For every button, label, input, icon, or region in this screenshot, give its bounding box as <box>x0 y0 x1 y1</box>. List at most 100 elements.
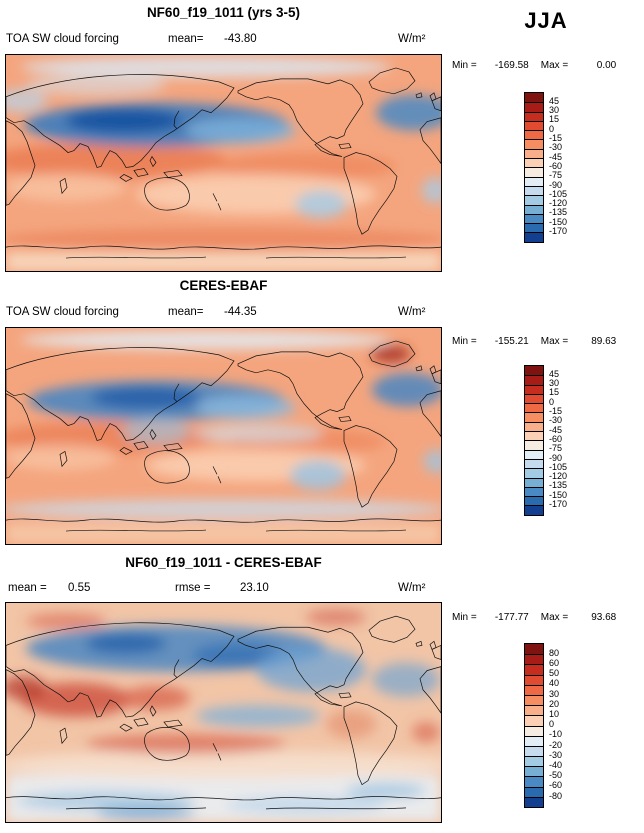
colorbar-tick-label: -150 <box>549 489 568 500</box>
panel2-mean-value: -44.35 <box>224 306 257 318</box>
colorbar-tick-label: -45 <box>549 424 563 435</box>
panel3-max-value: 93.68 <box>591 612 617 623</box>
panel1-min-value: -169.58 <box>494 60 529 71</box>
colorbar-cell <box>525 496 543 506</box>
panel2-units-label: W/m² <box>398 306 426 318</box>
panel3-max-label: Max = <box>540 612 569 623</box>
colorbar-cell <box>525 505 543 515</box>
colorbar-tick-label: -60 <box>549 433 563 444</box>
panel3-mean-value: 0.55 <box>68 582 91 594</box>
colorbar-tick-label: 30 <box>549 378 560 389</box>
panel3-rmse-label: rmse = <box>175 582 211 594</box>
panel2-min-value: -155.21 <box>494 336 529 347</box>
colorbar-tick-label: 45 <box>549 368 560 379</box>
colorbar-tick-label: -170 <box>549 499 568 509</box>
colorbar-cell <box>525 486 543 497</box>
panel3-units-label: W/m² <box>398 582 426 594</box>
colorbar-tick-label: -30 <box>549 415 563 426</box>
colorbar-cell <box>525 176 543 186</box>
colorbar-tick-label: -135 <box>549 480 568 491</box>
colorbar-tick-label: 0 <box>549 123 555 134</box>
colorbar-cell <box>525 786 543 797</box>
colorbar-cell <box>525 204 543 214</box>
panel1-minmax: Min = -169.58 Max = 0.00 <box>452 60 644 71</box>
colorbar-cell <box>525 158 543 168</box>
colorbar-cell <box>525 745 543 757</box>
colorbar-tick-label: -120 <box>549 198 568 209</box>
map-difference <box>6 603 441 822</box>
panel2-mean-label: mean= <box>168 306 204 318</box>
colorbar-cell <box>525 705 543 716</box>
colorbar-cell <box>525 102 543 112</box>
panel3-mean-label: mean = <box>8 582 47 594</box>
colorbar-tick-label: -90 <box>549 452 563 463</box>
colorbar-tick-label: 10 <box>549 708 560 719</box>
panel1-variable-label: TOA SW cloud forcing <box>6 33 119 45</box>
colorbar-tick-label: 50 <box>549 668 560 679</box>
colorbar-tick-label: -120 <box>549 471 568 482</box>
panel1-units-label: W/m² <box>398 33 426 45</box>
colorbar-cell <box>525 412 543 422</box>
colorbar-cell <box>525 421 543 432</box>
colorbar-cell <box>525 139 543 149</box>
colorbar-tick-label: -60 <box>549 160 563 171</box>
panel1-mean-value: -43.80 <box>224 33 257 45</box>
colorbar-tick-label: 15 <box>549 114 560 125</box>
colorbar-tick-label: -105 <box>549 188 568 199</box>
colorbar-cell <box>525 776 543 787</box>
colorbar-cell <box>525 458 543 469</box>
panel1-colorbar-labels: 45 30 15 0 -15 -30 -45 -60 -75 -90 -105 -120 -135 -15… <box>549 92 593 241</box>
colorbar-tick-label: 80 <box>549 647 560 658</box>
colorbar-tick-label: 0 <box>549 719 555 730</box>
panel2-max-value: 89.63 <box>591 336 617 347</box>
panel2-min-label: Min = <box>452 336 477 347</box>
colorbar-cell <box>525 120 543 131</box>
panel2-title: CERES-EBAF <box>179 278 268 293</box>
colorbar-cell <box>525 440 543 450</box>
colorbar-tick-label: -20 <box>549 739 563 750</box>
season-label: JJA <box>524 8 568 33</box>
colorbar-tick-label: 45 <box>549 95 560 106</box>
panel2-colorbar-labels: 45 30 15 0 -15 -30 -45 -60 -75 -90 -105 -120 -135 -15… <box>549 365 593 514</box>
colorbar-cell <box>525 111 543 121</box>
panel2-colorbar <box>524 365 544 516</box>
panel3-title: NF60_f19_1011 - CERES-EBAF <box>125 555 322 570</box>
panel3-minmax: Min = -177.77 Max = 93.68 <box>452 612 644 623</box>
colorbar-cell <box>525 477 543 487</box>
colorbar-tick-label: 20 <box>549 698 560 709</box>
colorbar-cell <box>525 756 543 767</box>
colorbar-cell <box>525 213 543 224</box>
panel1-colorbar <box>524 92 544 243</box>
panel2-max-label: Max = <box>540 336 569 347</box>
colorbar-cell <box>525 167 543 177</box>
colorbar-tick-label: -150 <box>549 216 568 227</box>
panel2-minmax: Min = -155.21 Max = 89.63 <box>452 336 644 347</box>
colorbar-cell <box>525 148 543 159</box>
colorbar-tick-label: -15 <box>549 406 563 416</box>
panel1-mean-label: mean= <box>168 33 204 45</box>
colorbar-tick-label: 0 <box>549 396 555 407</box>
colorbar-cell <box>525 93 543 103</box>
colorbar-tick-label: -15 <box>549 133 563 143</box>
colorbar-cell <box>525 195 543 205</box>
colorbar-tick-label: -135 <box>549 207 568 218</box>
colorbar-tick-label: -30 <box>549 749 563 760</box>
panel2-variable-label: TOA SW cloud forcing <box>6 306 119 318</box>
colorbar-tick-label: -60 <box>549 780 563 791</box>
colorbar-cell <box>525 684 543 695</box>
colorbar-cell <box>525 375 543 385</box>
colorbar-cell <box>525 796 543 807</box>
panel3-map-frame <box>5 602 442 823</box>
panel3-colorbar-labels: 80 60 50 40 30 20 10 0 -10 -20 -30 -40 -50 -60 -80 <box>549 643 593 806</box>
map-obs <box>6 328 441 544</box>
colorbar-cell <box>525 366 543 376</box>
colorbar-tick-label: 30 <box>549 105 560 116</box>
map-model <box>6 55 441 271</box>
colorbar-cell <box>525 232 543 242</box>
colorbar-tick-label: -75 <box>549 170 563 181</box>
colorbar-tick-label: -170 <box>549 226 568 236</box>
colorbar-cell <box>525 674 543 685</box>
colorbar-tick-label: 30 <box>549 688 560 699</box>
colorbar-tick-label: -90 <box>549 179 563 190</box>
